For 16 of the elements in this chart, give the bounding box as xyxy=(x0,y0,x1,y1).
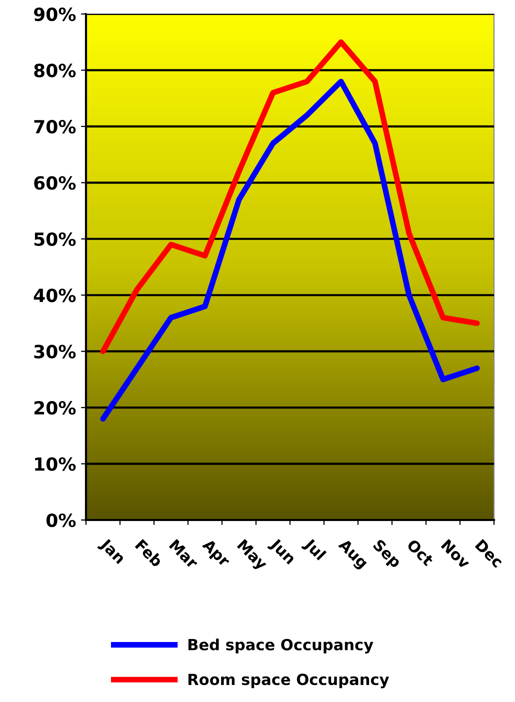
y-tick-label: 80% xyxy=(34,64,76,78)
y-tick-label: 40% xyxy=(34,288,76,302)
y-tick-label: 30% xyxy=(34,344,76,358)
legend-label: Room space Occupancy xyxy=(188,674,389,688)
y-tick-label: 0% xyxy=(46,513,76,528)
x-tick-label: Jun xyxy=(267,537,296,567)
y-tick-label: 70% xyxy=(34,120,76,134)
legend-label: Bed space Occupancy xyxy=(188,638,374,654)
y-tick-label: 20% xyxy=(34,401,76,415)
x-tick-label: Apr xyxy=(200,538,232,570)
y-tick-label: 10% xyxy=(35,457,76,471)
x-tick-label: Jan xyxy=(97,537,126,566)
y-tick-label: 50% xyxy=(34,232,76,246)
y-tick-label: 90% xyxy=(34,7,76,22)
x-tick-label: Jul xyxy=(301,537,327,563)
y-tick-label: 60% xyxy=(34,176,76,190)
